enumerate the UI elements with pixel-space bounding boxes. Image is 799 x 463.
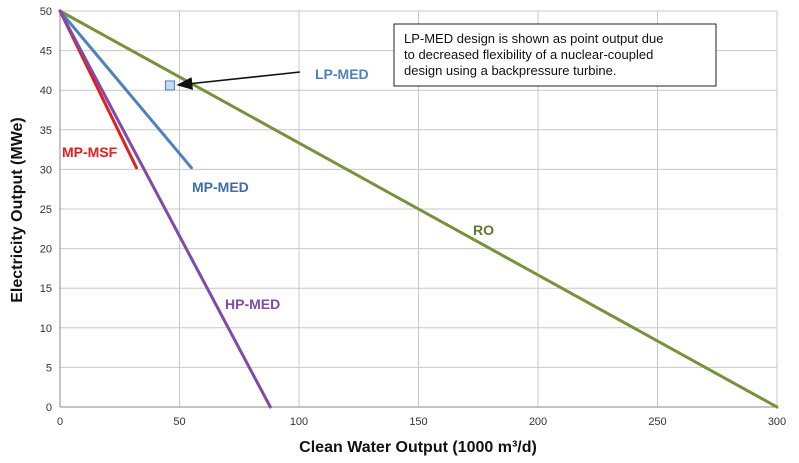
label-hp-med: HP-MED [225,296,280,312]
x-tick-label: 0 [57,416,63,428]
label-lp-med: LP-MED [315,66,369,82]
axes [59,11,777,408]
point-lp-med [164,80,175,91]
line-mp-med [58,9,193,170]
x-tick-label: 50 [173,416,185,428]
line-hp-med [58,9,272,409]
annotation-arrow [176,71,301,90]
y-tick-label: 10 [40,323,52,335]
y-tick-label: 40 [40,85,52,97]
x-tick-labels: 0 50 100 150 200 250 300 [57,416,786,428]
x-axis-title: Clean Water Output (1000 m³/d) [299,439,537,456]
y-tick-label: 20 [40,244,52,256]
annotation-box: LP-MED design is shown as point output d… [393,23,717,87]
x-tick-label: 150 [409,416,427,428]
y-tick-label: 35 [40,125,52,137]
x-tick-label: 250 [648,416,666,428]
line-ro [58,9,779,409]
annotation-line-1: LP-MED design is shown as point output d… [404,31,663,46]
y-tick-label: 50 [40,6,52,18]
y-tick-label: 15 [40,283,52,295]
x-tick-label: 100 [290,416,308,428]
x-tick-label: 200 [529,416,547,428]
label-mp-med: MP-MED [192,179,249,195]
y-axis-title: Electricity Output (MWe) [9,117,26,303]
y-tick-label: 25 [40,204,52,216]
x-tick-label: 300 [768,416,786,428]
annotation-line-3: design using a backpressure turbine. [404,63,616,78]
y-tick-label: 0 [46,402,52,414]
y-tick-labels: 0 5 10 15 20 25 30 35 40 45 50 [40,6,52,414]
y-tick-label: 5 [46,362,52,374]
label-ro: RO [473,222,494,238]
y-tick-label: 30 [40,164,52,176]
series-lines [58,9,779,409]
y-tick-label: 45 [40,46,52,58]
label-mp-msf: MP-MSF [62,144,118,160]
annotation-line-2: to decreased flexibility of a nuclear-co… [404,47,653,62]
